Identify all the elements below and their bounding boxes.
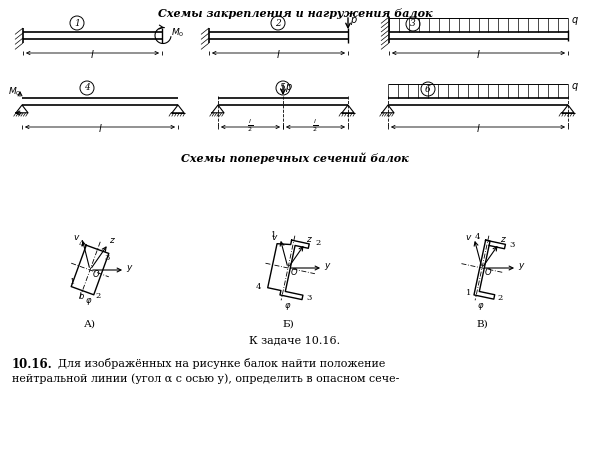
Text: 3: 3 — [410, 20, 416, 29]
Text: $z$: $z$ — [109, 236, 116, 245]
Text: Б): Б) — [282, 320, 294, 329]
Text: 4: 4 — [79, 239, 84, 248]
Text: 2: 2 — [96, 292, 101, 300]
Text: $l$: $l$ — [476, 48, 481, 60]
Text: 4: 4 — [84, 83, 90, 92]
Text: $z$: $z$ — [500, 236, 507, 244]
Text: $q$: $q$ — [571, 15, 579, 27]
Text: 1: 1 — [271, 231, 277, 239]
Text: $O$: $O$ — [484, 266, 492, 277]
Text: 1: 1 — [466, 289, 471, 297]
Text: 2: 2 — [275, 19, 281, 28]
Text: Схемы поперечных сечений балок: Схемы поперечных сечений балок — [181, 152, 409, 163]
Text: $l$: $l$ — [98, 122, 102, 134]
Text: К задаче 10.16.: К задаче 10.16. — [250, 335, 340, 345]
Text: $z$: $z$ — [306, 236, 313, 244]
Text: $\frac{l}{2}$: $\frac{l}{2}$ — [247, 118, 254, 134]
Text: Для изображённых на рисунке балок найти положение: Для изображённых на рисунке балок найти … — [58, 358, 385, 369]
Text: В): В) — [476, 320, 488, 329]
Text: Схемы закрепления и нагружения балок: Схемы закрепления и нагружения балок — [158, 8, 432, 19]
Text: $v$: $v$ — [271, 233, 278, 242]
Text: $v$: $v$ — [73, 233, 80, 242]
Text: $l$: $l$ — [276, 48, 281, 60]
Text: $p$: $p$ — [285, 82, 293, 94]
Text: 10.16.: 10.16. — [12, 358, 53, 371]
Text: 5: 5 — [280, 83, 286, 92]
Text: $y$: $y$ — [126, 263, 134, 274]
Text: нейтральной линии (угол α с осью у), определить в опасном сече-: нейтральной линии (угол α с осью у), опр… — [12, 373, 399, 384]
Text: $O$: $O$ — [290, 266, 299, 277]
Text: $y$: $y$ — [518, 261, 526, 272]
Text: $v$: $v$ — [465, 233, 473, 242]
Text: 3: 3 — [306, 294, 312, 302]
Text: 2: 2 — [316, 239, 321, 247]
Text: $l$: $l$ — [90, 48, 95, 60]
Text: $M_0$: $M_0$ — [8, 86, 21, 99]
Text: А): А) — [84, 320, 96, 329]
Text: $q$: $q$ — [571, 81, 579, 93]
Text: $b$: $b$ — [78, 289, 85, 300]
Text: 4: 4 — [475, 233, 480, 241]
Text: $\varphi$: $\varphi$ — [477, 301, 484, 312]
Text: $\frac{l}{2}$: $\frac{l}{2}$ — [313, 118, 319, 134]
Text: $l$: $l$ — [476, 122, 480, 134]
Text: $p$: $p$ — [350, 15, 358, 27]
Text: 6: 6 — [425, 85, 431, 93]
Text: 4: 4 — [255, 283, 261, 291]
Text: 1: 1 — [74, 19, 80, 28]
Text: $O$: $O$ — [92, 268, 100, 279]
Text: $\varphi$: $\varphi$ — [284, 301, 291, 312]
Text: 1: 1 — [70, 278, 76, 286]
Text: $y$: $y$ — [324, 261, 332, 272]
Text: 3: 3 — [509, 241, 514, 249]
Text: 3: 3 — [104, 254, 110, 262]
Text: $M_0$: $M_0$ — [171, 27, 184, 39]
Text: 2: 2 — [498, 294, 503, 302]
Text: $\varphi$: $\varphi$ — [85, 296, 92, 307]
